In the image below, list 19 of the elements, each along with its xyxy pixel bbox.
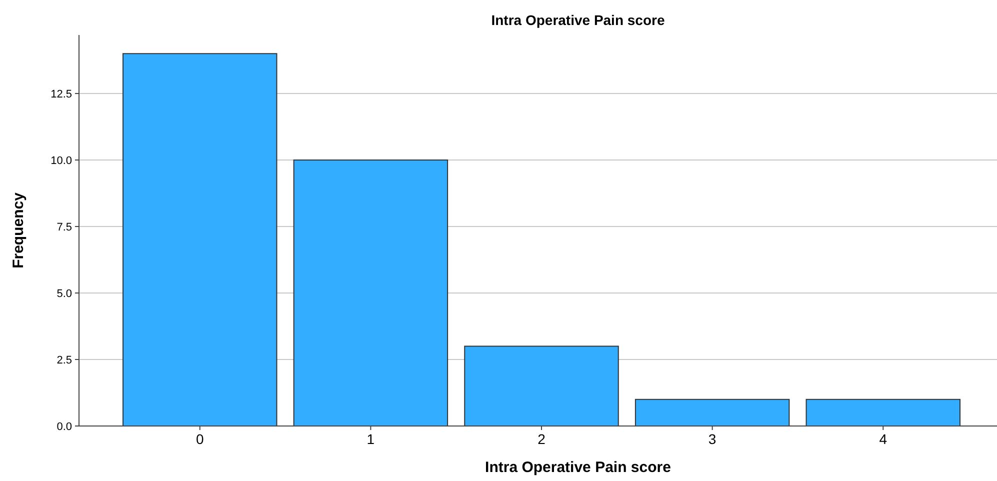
x-tick-label: 1 xyxy=(366,431,375,447)
y-tick-label: 5.0 xyxy=(56,288,72,300)
bar xyxy=(806,398,960,426)
bar xyxy=(464,346,619,426)
y-tick-label: 2.5 xyxy=(56,354,72,366)
y-tick-label: 10.0 xyxy=(50,154,72,167)
bar xyxy=(634,398,790,426)
x-axis-title: Intra Operative Pain score xyxy=(485,459,671,476)
y-tick-label: 7.5 xyxy=(56,221,72,234)
chart-title: Intra Operative Pain score xyxy=(491,12,665,28)
x-tick-label: 2 xyxy=(538,431,546,447)
bar xyxy=(122,53,278,426)
y-tick-label: 12.5 xyxy=(50,88,72,100)
y-tick-label: 0.0 xyxy=(56,420,72,433)
x-tick-label: 4 xyxy=(879,431,888,447)
x-tick-label: 3 xyxy=(708,431,716,447)
x-tick-label: 0 xyxy=(196,431,204,447)
y-axis-title: Frequency xyxy=(10,192,27,268)
bar xyxy=(293,160,448,426)
